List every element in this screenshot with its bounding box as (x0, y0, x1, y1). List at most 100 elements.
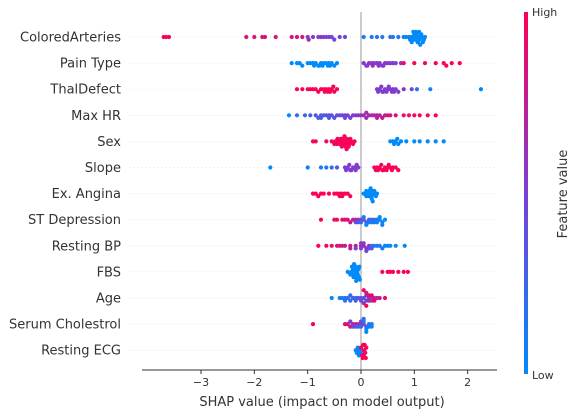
feature-label: Max HR (71, 109, 121, 124)
x-axis-title: SHAP value (impact on model output) (199, 395, 444, 410)
shap-dot (329, 165, 334, 170)
shap-dot (368, 186, 373, 191)
shap-dot (345, 322, 350, 327)
shap-dot (329, 295, 334, 301)
shap-dot (313, 87, 318, 92)
feature-label: ST Depression (28, 213, 121, 228)
shap-dot (441, 139, 446, 144)
shap-dot (379, 84, 384, 89)
shap-dot (433, 139, 438, 144)
shap-dot (316, 194, 321, 199)
shap-dot (386, 162, 391, 167)
shap-dot (417, 139, 422, 144)
shap-dot (348, 115, 353, 120)
shap-dot (422, 34, 428, 40)
shap-dot (348, 293, 353, 298)
shap-dot (310, 322, 316, 327)
x-tick-label: −1 (300, 376, 316, 389)
shap-dot (401, 87, 406, 92)
shap-dot (308, 113, 313, 118)
shap-dot (364, 248, 369, 254)
shap-dot (395, 136, 400, 141)
shap-dot (364, 290, 369, 295)
shap-dot (305, 165, 310, 170)
shap-dot (380, 115, 385, 120)
x-tick-label: 0 (357, 376, 364, 389)
x-tick-label: −2 (246, 376, 262, 389)
shap-dot (294, 87, 300, 92)
shap-dot (377, 243, 382, 248)
shap-dot (358, 246, 364, 251)
shap-dot (332, 115, 337, 120)
shap-dot (392, 141, 397, 147)
shap-dot (358, 319, 364, 324)
shap-dot (300, 63, 305, 68)
shap-dot (348, 298, 353, 303)
shap-dot (354, 278, 359, 283)
shap-dot (334, 61, 340, 66)
shap-dot (408, 37, 413, 42)
shap-dot (244, 34, 249, 40)
shap-dot (328, 89, 333, 94)
shap-dot (346, 144, 351, 149)
shap-dot (381, 168, 386, 173)
colorbar-title: Feature value (556, 150, 571, 239)
shap-dot (322, 89, 327, 94)
shap-dot (342, 34, 348, 40)
feature-label: Serum Cholestrol (9, 318, 121, 333)
shap-dot (324, 165, 329, 170)
shap-dot (329, 139, 334, 144)
shap-dot (377, 113, 382, 118)
shap-dot (268, 165, 273, 170)
shap-dot (478, 87, 484, 92)
shap-dot (328, 63, 333, 68)
shap-dot (316, 243, 321, 248)
shap-dot (386, 84, 391, 89)
shap-dot (382, 295, 388, 301)
shap-dot (372, 298, 377, 303)
shap-dot (320, 63, 325, 68)
shap-dot (412, 113, 417, 118)
shap-dot (345, 295, 350, 301)
shap-dot (361, 295, 366, 301)
shap-dot (412, 139, 417, 144)
shap-dot (370, 63, 375, 68)
shap-dot (358, 324, 364, 329)
shap-dot (313, 139, 318, 144)
shap-dot (353, 298, 358, 303)
shap-dot (348, 194, 353, 199)
shap-dot (317, 63, 322, 68)
shap-dot (364, 110, 369, 115)
shap-dot (302, 113, 308, 118)
shap-dot (358, 241, 364, 246)
shap-dot (361, 61, 366, 66)
shap-dot (401, 269, 406, 274)
shap-dot (369, 34, 374, 40)
shap-dot (380, 222, 385, 227)
shap-dot (358, 220, 364, 225)
shap-dot (329, 34, 334, 40)
shap-dot (329, 243, 334, 248)
shap-dot (382, 217, 388, 222)
shap-dot (342, 134, 347, 139)
shap-dot (364, 115, 369, 120)
feature-label: Sex (97, 135, 121, 150)
shap-dot (342, 243, 348, 248)
shap-dot (361, 288, 366, 293)
shap-dot (414, 87, 420, 92)
shap-dot (425, 113, 430, 118)
shap-dot (377, 295, 382, 301)
shap-dot (345, 191, 350, 196)
shap-dot (324, 243, 329, 248)
shap-dot (363, 355, 368, 361)
shap-dot (401, 113, 406, 118)
shap-dot (433, 61, 438, 66)
shap-dot (286, 113, 292, 118)
shap-dot (332, 217, 337, 222)
shap-dot (392, 89, 397, 94)
shap-dot (329, 113, 334, 118)
shap-dot (389, 168, 394, 173)
shap-dot (401, 61, 406, 66)
shap-dots (161, 29, 484, 361)
shap-dot (393, 243, 398, 248)
